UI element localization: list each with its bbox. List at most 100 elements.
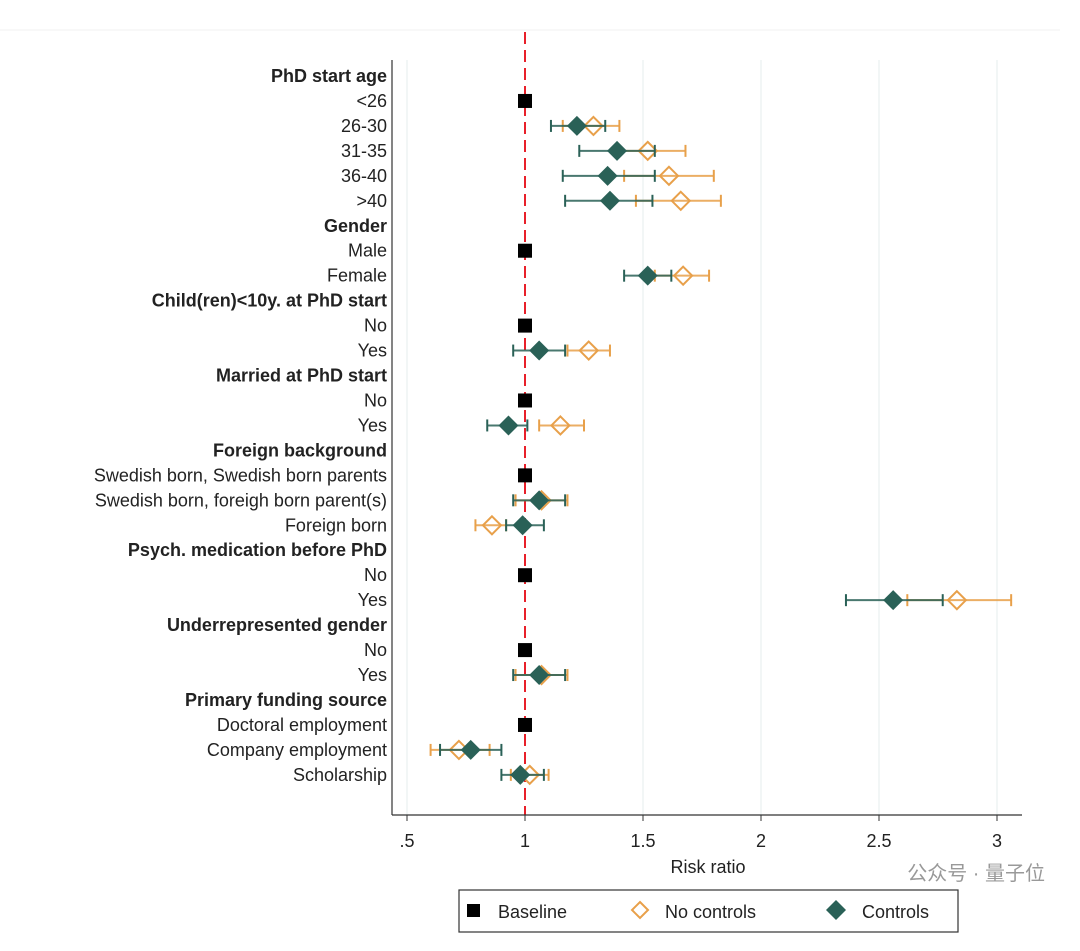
data-row: Yes bbox=[358, 664, 569, 686]
row-label: Yes bbox=[358, 341, 387, 361]
data-row: No bbox=[364, 390, 532, 410]
baseline-marker bbox=[518, 468, 532, 483]
controls-marker bbox=[510, 764, 531, 785]
group-header-row: Underrepresented gender bbox=[167, 615, 387, 635]
no-controls-marker bbox=[658, 165, 680, 187]
x-tick-label: .5 bbox=[399, 831, 414, 851]
row-label: 31-35 bbox=[341, 141, 387, 161]
controls-marker bbox=[498, 415, 519, 436]
data-row: Yes bbox=[358, 415, 585, 436]
data-row: Foreign born bbox=[285, 514, 545, 536]
x-axis-label: Risk ratio bbox=[670, 857, 745, 877]
group-header-row: Child(ren)<10y. at PhD start bbox=[152, 291, 387, 311]
controls-marker bbox=[637, 265, 658, 286]
data-row: No bbox=[364, 565, 532, 585]
controls-marker bbox=[566, 115, 587, 136]
x-tick-label: 1 bbox=[520, 831, 530, 851]
row-label: Swedish born, foreigh born parent(s) bbox=[95, 490, 387, 510]
row-label: Swedish born, Swedish born parents bbox=[94, 465, 387, 485]
baseline-marker bbox=[518, 93, 532, 108]
row-label: 36-40 bbox=[341, 166, 387, 186]
row-label: Yes bbox=[358, 590, 387, 610]
data-row: 26-30 bbox=[341, 115, 621, 137]
data-row: Yes bbox=[358, 340, 611, 361]
legend-no-controls-label: No controls bbox=[665, 902, 756, 922]
data-row: 36-40 bbox=[341, 165, 715, 187]
data-row: Swedish born, foreigh born parent(s) bbox=[95, 489, 569, 511]
no-controls-marker bbox=[583, 115, 604, 137]
controls-marker bbox=[883, 590, 904, 611]
data-row: 31-35 bbox=[341, 140, 687, 162]
legend-box bbox=[458, 889, 959, 933]
baseline-marker bbox=[518, 643, 532, 658]
row-label: Scholarship bbox=[293, 765, 387, 785]
group-header-label: PhD start age bbox=[271, 66, 387, 86]
legend-controls-marker bbox=[826, 900, 846, 920]
row-label: >40 bbox=[356, 191, 387, 211]
group-header-label: Underrepresented gender bbox=[167, 615, 387, 635]
no-controls-marker bbox=[481, 514, 503, 536]
group-header-label: Primary funding source bbox=[185, 690, 387, 710]
row-label: Foreign born bbox=[285, 515, 387, 535]
no-controls-marker bbox=[578, 340, 600, 361]
baseline-marker bbox=[518, 318, 532, 333]
data-row: >40 bbox=[356, 190, 722, 212]
group-header-row: Foreign background bbox=[213, 440, 387, 460]
controls-marker bbox=[512, 515, 533, 536]
data-row: Scholarship bbox=[293, 764, 550, 786]
group-header-label: Psych. medication before PhD bbox=[128, 540, 387, 560]
group-header-label: Foreign background bbox=[213, 440, 387, 460]
row-label: Yes bbox=[358, 665, 387, 685]
row-label: Female bbox=[327, 266, 387, 286]
x-tick-label: 2 bbox=[756, 831, 766, 851]
no-controls-marker bbox=[637, 140, 659, 162]
group-header-row: Primary funding source bbox=[185, 690, 387, 710]
data-row: No bbox=[364, 640, 532, 660]
row-label: <26 bbox=[356, 91, 387, 111]
legend-controls-label: Controls bbox=[862, 902, 929, 922]
data-row: Company employment bbox=[207, 739, 503, 761]
legend: Baseline No controls Controls bbox=[458, 889, 959, 933]
controls-marker bbox=[599, 190, 620, 211]
no-controls-marker bbox=[670, 190, 692, 212]
row-label: Male bbox=[348, 241, 387, 261]
data-row: <26 bbox=[356, 91, 532, 111]
baseline-marker bbox=[518, 717, 532, 732]
group-header-label: Gender bbox=[324, 216, 387, 236]
group-header-row: PhD start age bbox=[271, 66, 387, 86]
no-controls-marker bbox=[946, 589, 968, 611]
row-label: No bbox=[364, 316, 387, 336]
row-label: No bbox=[364, 640, 387, 660]
no-controls-marker bbox=[549, 415, 571, 436]
x-tick-label: 3 bbox=[992, 831, 1002, 851]
controls-marker bbox=[529, 340, 550, 361]
controls-marker bbox=[460, 739, 481, 760]
row-label: 26-30 bbox=[341, 116, 387, 136]
legend-no-controls-marker bbox=[630, 900, 650, 920]
baseline-marker bbox=[518, 243, 532, 258]
data-row: No bbox=[364, 316, 532, 336]
row-label: No bbox=[364, 565, 387, 585]
group-header-row: Psych. medication before PhD bbox=[128, 540, 387, 560]
baseline-marker bbox=[518, 393, 532, 408]
controls-marker bbox=[529, 665, 550, 686]
controls-marker bbox=[529, 490, 550, 511]
group-header-label: Married at PhD start bbox=[216, 366, 387, 386]
data-row: Yes bbox=[358, 589, 1013, 611]
data-row: Female bbox=[327, 265, 711, 287]
data-row: Swedish born, Swedish born parents bbox=[94, 465, 532, 485]
data-row: Doctoral employment bbox=[217, 715, 532, 735]
row-label: No bbox=[364, 390, 387, 410]
row-label: Company employment bbox=[207, 740, 387, 760]
controls-marker bbox=[597, 165, 618, 186]
no-controls-marker bbox=[672, 265, 694, 287]
legend-baseline-marker bbox=[467, 904, 480, 917]
data-row: Male bbox=[348, 241, 532, 261]
group-header-row: Gender bbox=[324, 216, 387, 236]
row-label: Yes bbox=[358, 415, 387, 435]
baseline-marker bbox=[518, 568, 532, 583]
controls-marker bbox=[607, 140, 628, 161]
group-header-label: Child(ren)<10y. at PhD start bbox=[152, 291, 387, 311]
x-tick-label: 1.5 bbox=[630, 831, 655, 851]
